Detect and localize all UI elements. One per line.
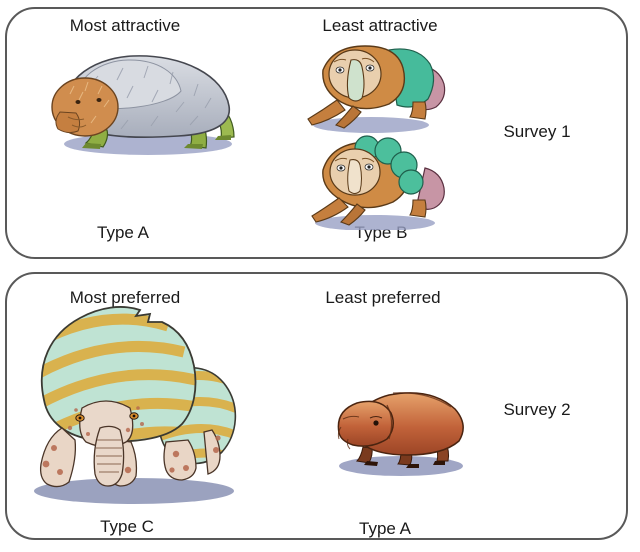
type-a-furry-creature-illustration bbox=[51, 55, 235, 155]
survey2-type-c-label: Type C bbox=[100, 517, 154, 536]
survey2-most-heading: Most preferred bbox=[69, 288, 181, 307]
survey2-least-heading: Least preferred bbox=[325, 288, 441, 307]
survey1-most-heading: Most attractive bbox=[69, 16, 181, 35]
type-b-creature-pair-illustration bbox=[307, 45, 446, 230]
survey1-label: Survey 1 bbox=[503, 122, 571, 141]
type-a-plain-creature-illustration bbox=[337, 392, 464, 476]
type-c-striped-creature-illustration bbox=[34, 306, 237, 504]
survey1-type-a-label: Type A bbox=[97, 223, 149, 242]
survey1-least-heading: Least attractive bbox=[322, 16, 438, 35]
survey2-type-a-label: Type A bbox=[359, 519, 411, 538]
survey2-label: Survey 2 bbox=[503, 400, 571, 419]
